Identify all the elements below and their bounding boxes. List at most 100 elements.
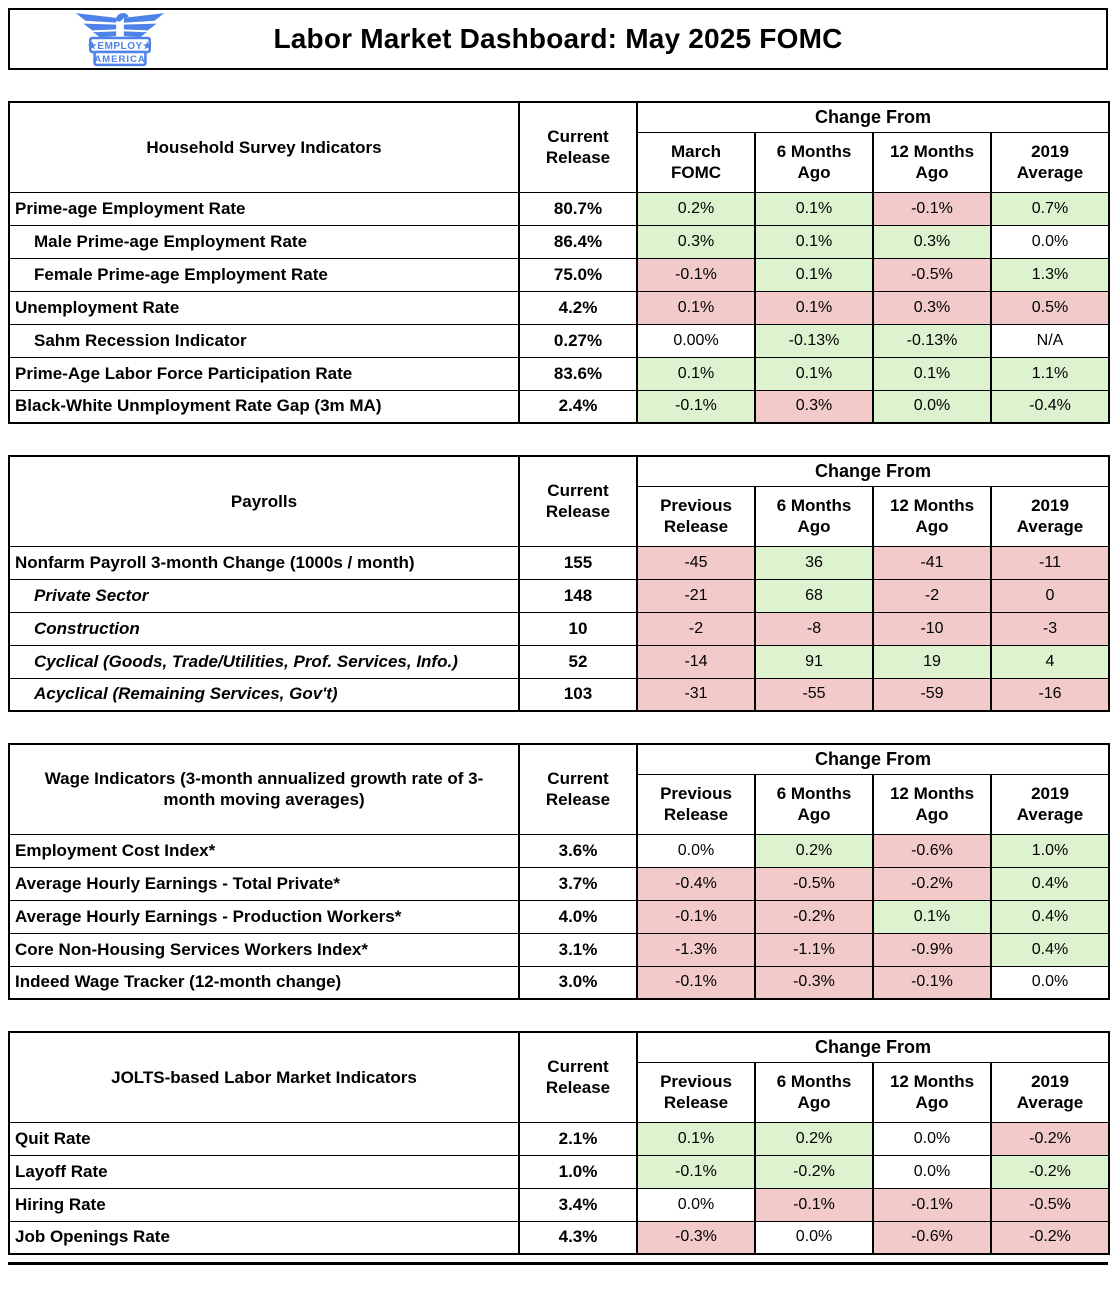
change-value: -0.1% xyxy=(754,1187,874,1222)
current-value: 4.2% xyxy=(518,290,638,325)
table-row: Nonfarm Payroll 3-month Change (1000s / … xyxy=(8,545,1111,580)
change-value: 0.0% xyxy=(989,224,1111,259)
change-from-header: Change From xyxy=(635,101,1111,133)
change-value: -0.4% xyxy=(636,866,756,901)
change-value: -0.1% xyxy=(636,257,756,292)
current-value: 148 xyxy=(518,578,638,613)
change-value: -0.6% xyxy=(872,1220,992,1255)
current-value: 3.7% xyxy=(518,866,638,901)
change-value: -0.6% xyxy=(872,833,992,868)
current-release-header: Current Release xyxy=(518,743,638,835)
change-value: 0.1% xyxy=(754,356,874,391)
change-value: 0.0% xyxy=(989,965,1111,1000)
column-header: Previous Release xyxy=(636,1061,756,1123)
column-header: 6 Months Ago xyxy=(754,131,874,193)
change-value: -2 xyxy=(872,578,992,613)
current-value: 103 xyxy=(518,677,638,712)
change-value: 0.3% xyxy=(636,224,756,259)
change-value: 0.1% xyxy=(636,356,756,391)
change-value: -0.2% xyxy=(754,1154,874,1189)
change-value: -31 xyxy=(636,677,756,712)
column-header: 12 Months Ago xyxy=(872,485,992,547)
header-row-1: Payrolls Current Release Change From xyxy=(8,455,1111,547)
change-value: -11 xyxy=(989,545,1111,580)
column-header: 6 Months Ago xyxy=(754,1061,874,1123)
row-label: Prime-age Employment Rate xyxy=(8,191,520,226)
table-row: Quit Rate 2.1% 0.1% 0.2% 0.0% -0.2% xyxy=(8,1121,1111,1156)
table-row: Black-White Unmployment Rate Gap (3m MA)… xyxy=(8,389,1111,424)
change-value: 0.00% xyxy=(636,323,756,358)
column-header: 2019 Average xyxy=(989,773,1111,835)
column-header: 12 Months Ago xyxy=(872,1061,992,1123)
current-value: 2.4% xyxy=(518,389,638,424)
current-value: 10 xyxy=(518,611,638,646)
change-from-header: Change From xyxy=(635,455,1111,487)
column-header: Previous Release xyxy=(636,485,756,547)
row-label: Average Hourly Earnings - Production Wor… xyxy=(8,899,520,934)
row-label: Job Openings Rate xyxy=(8,1220,520,1255)
change-value: 4 xyxy=(989,644,1111,679)
change-value: 0.0% xyxy=(636,833,756,868)
change-value: -0.2% xyxy=(872,866,992,901)
current-value: 4.3% xyxy=(518,1220,638,1255)
change-value: -55 xyxy=(754,677,874,712)
logo-text-america: AMERICA xyxy=(94,54,145,65)
table-row: Cyclical (Goods, Trade/Utilities, Prof. … xyxy=(8,644,1111,679)
change-from-header: Change From xyxy=(635,743,1111,775)
change-value: N/A xyxy=(989,323,1111,358)
change-value: -10 xyxy=(872,611,992,646)
household-survey-table: Household Survey Indicators Current Relea… xyxy=(8,101,1111,424)
table-row: Male Prime-age Employment Rate 86.4% 0.3% 0… xyxy=(8,224,1111,259)
change-value: -1.1% xyxy=(754,932,874,967)
current-value: 83.6% xyxy=(518,356,638,391)
header-row-1: Wage Indicators (3-month annualized grow… xyxy=(8,743,1111,835)
change-value: 0.1% xyxy=(872,899,992,934)
change-value: 0.4% xyxy=(989,899,1111,934)
row-label: Cyclical (Goods, Trade/Utilities, Prof. … xyxy=(8,644,520,679)
column-header: March FOMC xyxy=(636,131,756,193)
change-value: -3 xyxy=(989,611,1111,646)
jolts-table: JOLTS-based Labor Market Indicators Curre… xyxy=(8,1031,1111,1255)
change-value: -0.4% xyxy=(989,389,1111,424)
current-value: 86.4% xyxy=(518,224,638,259)
change-value: -0.3% xyxy=(754,965,874,1000)
wage-indicators-section-title: Wage Indicators (3-month annualized grow… xyxy=(8,743,520,835)
header-row-2: March FOMC 6 Months Ago 12 Months Ago 2019 … xyxy=(9,131,1111,193)
current-release-header: Current Release xyxy=(518,455,638,547)
change-value: -0.1% xyxy=(636,899,756,934)
eagle-icon: ★EMPLOY★ AMERICA xyxy=(75,13,165,67)
change-value: 1.3% xyxy=(989,257,1111,292)
wage-indicators-table: Wage Indicators (3-month annualized grow… xyxy=(8,743,1111,1000)
table-row: Job Openings Rate 4.3% -0.3% 0.0% -0.6% -0.2% xyxy=(8,1220,1111,1255)
change-value: -0.2% xyxy=(754,899,874,934)
row-label: Hiring Rate xyxy=(8,1187,520,1222)
change-value: 0.1% xyxy=(636,1121,756,1156)
employ-america-logo: ★EMPLOY★ AMERICA xyxy=(72,11,168,67)
change-value: 0.0% xyxy=(872,389,992,424)
change-value: 0.3% xyxy=(872,224,992,259)
current-value: 3.0% xyxy=(518,965,638,1000)
change-value: -45 xyxy=(636,545,756,580)
current-value: 3.1% xyxy=(518,932,638,967)
current-value: 52 xyxy=(518,644,638,679)
column-header: 12 Months Ago xyxy=(872,131,992,193)
change-value: -0.9% xyxy=(872,932,992,967)
jolts-section-title: JOLTS-based Labor Market Indicators xyxy=(8,1031,520,1123)
current-value: 4.0% xyxy=(518,899,638,934)
cropped-next-table-edge xyxy=(8,1262,1108,1265)
change-value: -16 xyxy=(989,677,1111,712)
current-release-header: Current Release xyxy=(518,1031,638,1123)
change-value: -0.1% xyxy=(872,965,992,1000)
change-value: 0.0% xyxy=(872,1121,992,1156)
row-label: Quit Rate xyxy=(8,1121,520,1156)
change-value: 0.7% xyxy=(989,191,1111,226)
table-row: Private Sector 148 -21 68 -2 0 xyxy=(8,578,1111,613)
table-row: Core Non-Housing Services Workers Index*… xyxy=(8,932,1111,967)
change-value: 0.2% xyxy=(754,833,874,868)
column-header: 2019 Average xyxy=(989,485,1111,547)
change-value: -1.3% xyxy=(636,932,756,967)
change-value: 0.0% xyxy=(872,1154,992,1189)
table-row: Average Hourly Earnings - Production Wor… xyxy=(8,899,1111,934)
current-value: 75.0% xyxy=(518,257,638,292)
